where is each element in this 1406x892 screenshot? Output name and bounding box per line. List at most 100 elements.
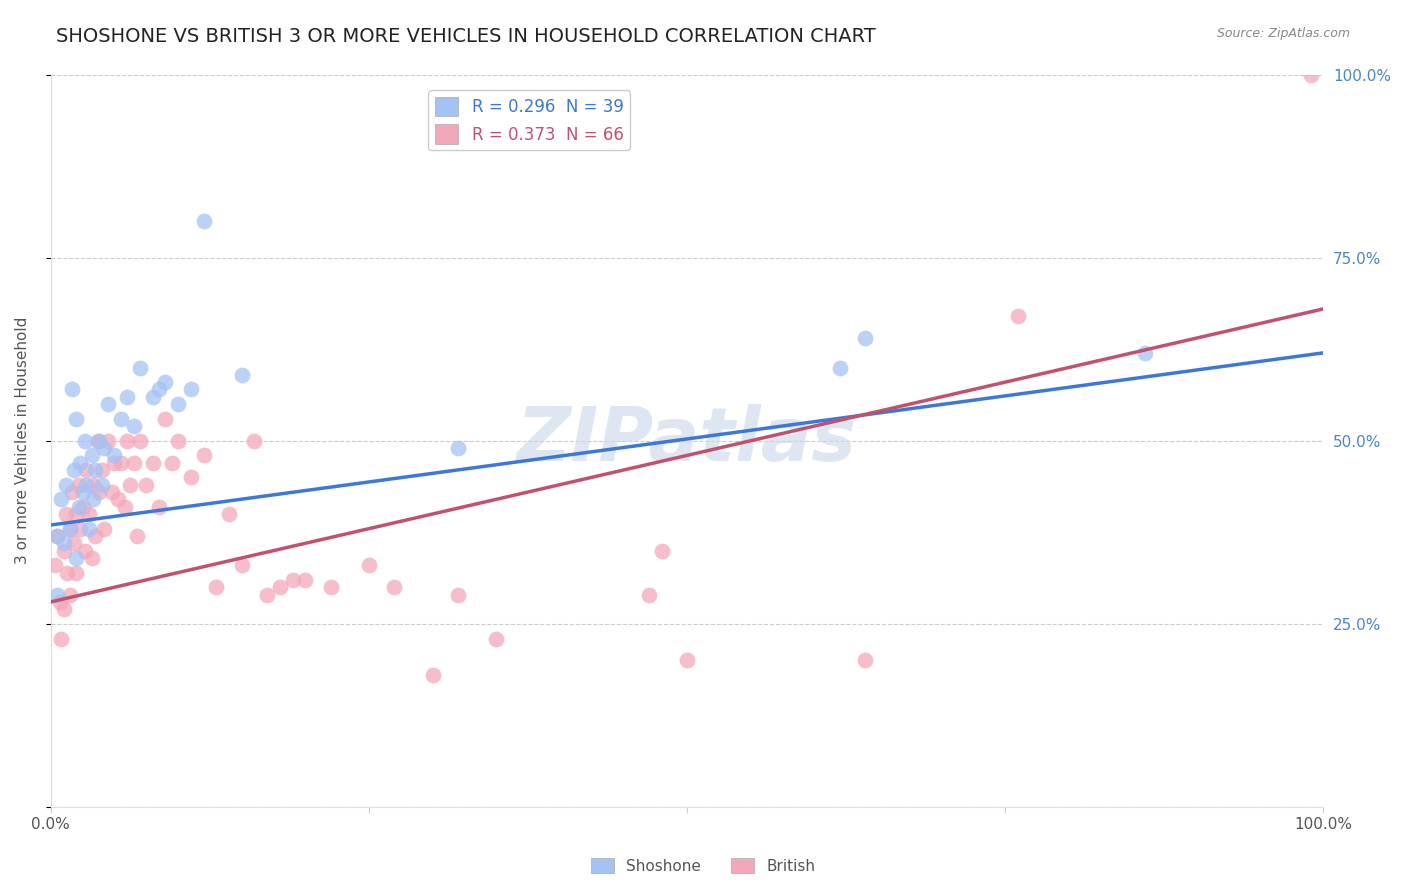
Point	[180, 383, 202, 397]
Point	[90, 463, 112, 477]
Point	[67, 477, 90, 491]
Legend: Shoshone, British: Shoshone, British	[585, 852, 821, 880]
Point	[97, 397, 120, 411]
Point	[69, 456, 91, 470]
Point	[1299, 68, 1322, 82]
Point	[65, 507, 87, 521]
Point	[84, 529, 107, 543]
Point	[65, 411, 87, 425]
Point	[127, 529, 149, 543]
Point	[89, 434, 111, 448]
Point	[97, 434, 120, 448]
Point	[122, 456, 145, 470]
Point	[231, 558, 253, 573]
Point	[205, 580, 228, 594]
Text: Source: ZipAtlas.com: Source: ZipAtlas.com	[1216, 27, 1350, 40]
Point	[485, 632, 508, 646]
Point	[853, 653, 876, 667]
Point	[114, 500, 136, 514]
Point	[72, 485, 94, 500]
Point	[281, 573, 304, 587]
Point	[122, 419, 145, 434]
Point	[115, 434, 138, 448]
Point	[84, 463, 107, 477]
Point	[82, 477, 104, 491]
Point	[52, 602, 75, 616]
Point	[243, 434, 266, 448]
Point	[46, 529, 69, 543]
Point	[142, 390, 165, 404]
Point	[638, 588, 661, 602]
Point	[1133, 346, 1156, 360]
Point	[155, 375, 177, 389]
Point	[853, 331, 876, 345]
Point	[48, 595, 70, 609]
Point	[59, 522, 82, 536]
Point	[167, 397, 190, 411]
Point	[93, 441, 115, 455]
Point	[269, 580, 291, 594]
Text: SHOSHONE VS BRITISH 3 OR MORE VEHICLES IN HOUSEHOLD CORRELATION CHART: SHOSHONE VS BRITISH 3 OR MORE VEHICLES I…	[56, 27, 876, 45]
Point	[46, 529, 69, 543]
Point	[67, 500, 90, 514]
Point	[77, 522, 100, 536]
Point	[110, 411, 132, 425]
Point	[218, 507, 240, 521]
Point	[59, 522, 82, 536]
Point	[65, 550, 87, 565]
Point	[44, 558, 66, 573]
Point	[62, 463, 84, 477]
Point	[129, 360, 152, 375]
Point	[148, 500, 170, 514]
Legend: R = 0.296  N = 39, R = 0.373  N = 66: R = 0.296 N = 39, R = 0.373 N = 66	[429, 90, 630, 151]
Point	[56, 566, 79, 580]
Point	[90, 477, 112, 491]
Point	[115, 390, 138, 404]
Point	[80, 550, 103, 565]
Point	[80, 449, 103, 463]
Point	[62, 536, 84, 550]
Point	[59, 588, 82, 602]
Point	[142, 456, 165, 470]
Point	[93, 522, 115, 536]
Point	[148, 383, 170, 397]
Point	[69, 522, 91, 536]
Point	[110, 456, 132, 470]
Point	[65, 566, 87, 580]
Point	[135, 477, 157, 491]
Point	[55, 507, 77, 521]
Point	[828, 360, 851, 375]
Point	[62, 383, 84, 397]
Point	[103, 449, 125, 463]
Point	[89, 485, 111, 500]
Point	[75, 477, 97, 491]
Point	[49, 492, 72, 507]
Point	[160, 456, 183, 470]
Point	[72, 500, 94, 514]
Point	[75, 543, 97, 558]
Point	[75, 434, 97, 448]
Point	[82, 492, 104, 507]
Point	[357, 558, 380, 573]
Point	[101, 485, 124, 500]
Point	[319, 580, 342, 594]
Point	[193, 449, 215, 463]
Point	[447, 588, 470, 602]
Point	[118, 477, 141, 491]
Point	[384, 580, 406, 594]
Point	[256, 588, 278, 602]
Y-axis label: 3 or more Vehicles in Household: 3 or more Vehicles in Household	[15, 317, 30, 565]
Point	[75, 463, 97, 477]
Point	[77, 507, 100, 521]
Point	[180, 470, 202, 484]
Point	[294, 573, 316, 587]
Point	[55, 477, 77, 491]
Point	[62, 485, 84, 500]
Point	[1007, 310, 1029, 324]
Point	[167, 434, 190, 448]
Text: ZIPatlas: ZIPatlas	[517, 404, 858, 477]
Point	[447, 441, 470, 455]
Point	[231, 368, 253, 382]
Point	[155, 411, 177, 425]
Point	[87, 434, 110, 448]
